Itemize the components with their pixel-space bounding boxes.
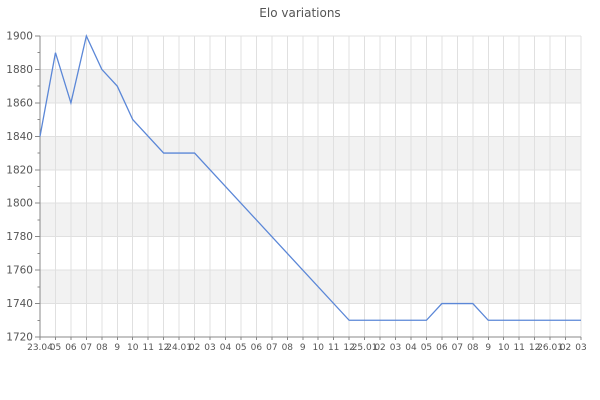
x-tick-label: 08: [96, 343, 108, 353]
x-tick-label: 26.01: [537, 343, 563, 353]
x-tick-label: 11: [142, 343, 153, 353]
x-tick-label: 06: [65, 343, 77, 353]
y-tick-label: 1900: [6, 31, 33, 43]
x-tick-label: 23.04: [27, 343, 53, 353]
x-tick-label: 03: [575, 343, 586, 353]
x-tick-label: 10: [127, 343, 139, 353]
y-tick-label: 1780: [6, 231, 33, 243]
band-row: [40, 69, 581, 103]
x-tick-label: 24.01: [166, 343, 192, 353]
y-tick-label: 1800: [6, 198, 33, 210]
y-tick-label: 1740: [6, 298, 33, 310]
x-tick-label: 07: [452, 343, 463, 353]
x-tick-label: 05: [50, 343, 61, 353]
x-tick-label: 10: [313, 343, 325, 353]
y-tick-label: 1880: [6, 64, 33, 76]
x-tick-label: 12: [343, 343, 354, 353]
x-tick-label: 02: [189, 343, 200, 353]
x-tick-label: 05: [235, 343, 246, 353]
x-tick-label: 07: [81, 343, 92, 353]
x-tick-label: 9: [300, 343, 306, 353]
y-tick-label: 1720: [6, 332, 33, 344]
x-tick-label: 9: [114, 343, 120, 353]
x-tick-label: 06: [436, 343, 448, 353]
x-tick-label: 06: [251, 343, 263, 353]
x-tick-label: 08: [467, 343, 479, 353]
x-tick-label: 12: [529, 343, 540, 353]
x-tick-label: 12: [158, 343, 169, 353]
y-tick-label: 1760: [6, 265, 33, 277]
chart-title: Elo variations: [259, 6, 341, 20]
x-tick-label: 25.01: [352, 343, 378, 353]
x-tick-label: 11: [328, 343, 339, 353]
x-tick-label: 04: [405, 343, 417, 353]
x-tick-label: 07: [266, 343, 277, 353]
elo-series-line: [39, 34, 581, 321]
x-tick-label: 04: [220, 343, 232, 353]
x-tick-label: 9: [485, 343, 491, 353]
x-tick-label: 11: [513, 343, 524, 353]
y-tick-label: 1860: [6, 97, 33, 109]
x-tick-label: 05: [421, 343, 432, 353]
y-tick-label: 1840: [6, 131, 33, 143]
x-tick-label: 03: [390, 343, 401, 353]
x-tick-label: 08: [282, 343, 294, 353]
x-tick-label: 02: [374, 343, 385, 353]
band-row: [40, 270, 581, 304]
x-tick-label: 10: [498, 343, 510, 353]
band-row: [40, 136, 581, 170]
x-tick-label: 03: [204, 343, 215, 353]
x-tick-label: 02: [560, 343, 571, 353]
y-tick-label: 1820: [6, 164, 33, 176]
band-row: [40, 203, 581, 237]
